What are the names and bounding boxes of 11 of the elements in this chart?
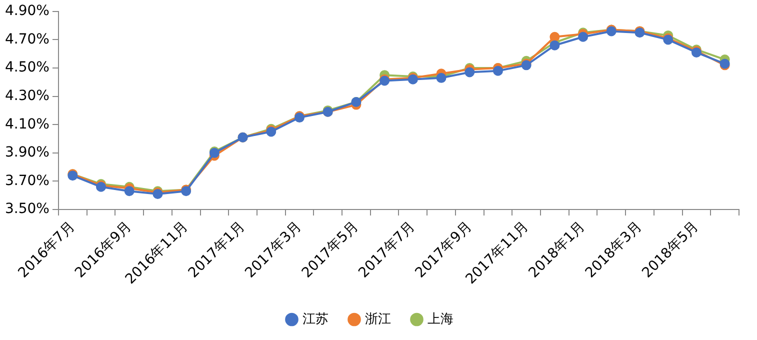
y-tick-label: 3.90% bbox=[4, 144, 50, 161]
legend-label: 浙江 bbox=[364, 312, 391, 327]
y-tick-label: 4.30% bbox=[4, 88, 50, 104]
y-tick-label: 4.50% bbox=[4, 60, 50, 76]
legend-label: 江苏 bbox=[302, 312, 328, 327]
y-tick-label: 4.10% bbox=[4, 116, 50, 132]
y-tick-label: 4.90% bbox=[4, 3, 50, 20]
y-tick-label: 3.50% bbox=[4, 201, 50, 218]
legend-label: 上海 bbox=[427, 312, 454, 327]
y-tick-label: 4.70% bbox=[4, 31, 50, 48]
y-tick-label: 3.70% bbox=[4, 172, 50, 189]
